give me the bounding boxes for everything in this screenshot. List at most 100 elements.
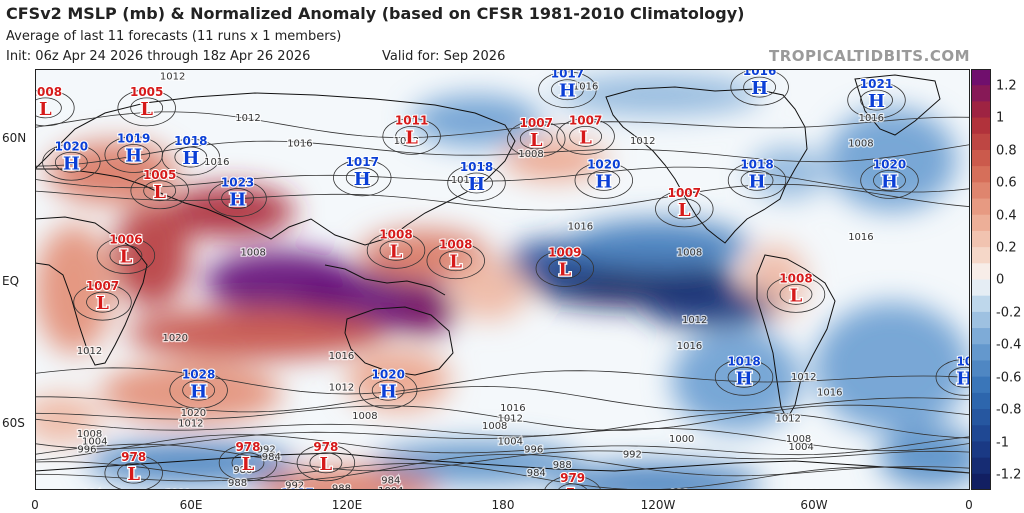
pressure-symbol: H xyxy=(749,171,766,192)
pressure-value: 1008 xyxy=(35,85,62,99)
colorbar-swatch xyxy=(971,311,991,329)
isobar-label: 1012 xyxy=(682,315,707,326)
lon-label-60w: 60W xyxy=(800,498,828,512)
coastline-greenland xyxy=(854,74,941,136)
anomaly-blob xyxy=(645,286,776,329)
pressure-value: 1017 xyxy=(346,155,379,169)
lon-label-120e: 120E xyxy=(331,498,363,512)
coastline-australia xyxy=(344,306,454,376)
isobar-ring xyxy=(779,283,813,305)
isobar-ring xyxy=(208,180,267,217)
isobar-label: 1020 xyxy=(181,408,206,419)
isobar-line xyxy=(35,166,970,193)
pressure-symbol: H xyxy=(956,368,970,389)
anomaly-blob xyxy=(814,302,970,432)
anomaly-blob xyxy=(125,307,386,360)
isobar-ring xyxy=(382,117,441,155)
anomaly-blob xyxy=(47,141,178,204)
pressure-symbol: H xyxy=(868,91,885,112)
anomaly-blob xyxy=(372,442,581,484)
isobar-lines xyxy=(35,69,970,490)
pressure-symbol: H xyxy=(229,190,246,211)
isobar-label: 1012 xyxy=(235,113,260,124)
colorbar-tick: 0.2 xyxy=(996,240,1017,256)
isobar-ring xyxy=(218,444,278,482)
pressure-symbol: L xyxy=(140,99,153,120)
pressure-value: 1008 xyxy=(439,238,472,252)
anomaly-blob xyxy=(827,107,958,212)
isobar-label: 1016 xyxy=(329,351,354,362)
pressure-symbol: L xyxy=(449,252,462,273)
pressure-symbol: H xyxy=(751,78,768,99)
isobar-label: 1016 xyxy=(817,387,842,398)
pressure-symbol: L xyxy=(579,127,592,148)
lon-label-120w: 120W xyxy=(640,498,676,512)
isobar-line xyxy=(35,183,970,211)
colorbar-swatch xyxy=(971,279,991,297)
colorbar-tick: 0.8 xyxy=(996,143,1017,159)
pressure-symbol: L xyxy=(242,454,255,475)
lon-label-0-east: 0 xyxy=(965,498,973,512)
isobar-ring xyxy=(569,125,603,147)
isobar-label: 992 xyxy=(285,481,304,490)
colorbar-swatch xyxy=(971,425,991,443)
pressure-value: 1007 xyxy=(569,113,602,127)
isobar-ring xyxy=(169,371,228,409)
colorbar-tick: 0.4 xyxy=(996,208,1017,224)
isobar-ring xyxy=(426,242,485,280)
anomaly-blob xyxy=(164,185,295,238)
isobar-label: 1016 xyxy=(204,157,229,168)
isobar-ring xyxy=(655,190,714,228)
colorbar-tick: -0.2 xyxy=(996,305,1022,321)
isobar-ring xyxy=(371,379,405,401)
colorbar-swatch xyxy=(971,182,991,200)
pressure-symbol: L xyxy=(320,454,333,475)
pressure-value: 1008 xyxy=(379,227,412,241)
lat-label-60s: 60S xyxy=(2,416,25,430)
isobar-label: 1004 xyxy=(82,437,107,448)
pressure-value: 978 xyxy=(313,440,338,454)
colorbar-swatch xyxy=(971,360,991,378)
anomaly-shading xyxy=(35,74,970,490)
colorbar-tick: 1 xyxy=(996,110,1005,126)
isobar-label: 1004 xyxy=(378,486,403,490)
isobar-ring xyxy=(544,475,602,490)
isobar-ring xyxy=(86,291,119,313)
isobar-ring xyxy=(574,162,633,199)
pressure-symbol: L xyxy=(153,182,166,203)
isobar-ring xyxy=(557,483,588,490)
pressure-centers: 1008L1005L1020H1019H1018H1023H1005L1006L… xyxy=(35,69,970,490)
anomaly-blob xyxy=(567,219,750,272)
isobar-ring xyxy=(231,452,265,474)
isobar-label: 996 xyxy=(524,444,543,455)
isobar-ring xyxy=(161,138,221,176)
isobar-ring xyxy=(743,76,777,98)
pressure-value: 1008 xyxy=(779,271,812,285)
pressure-symbol: H xyxy=(182,148,199,169)
isobar-label: 1016 xyxy=(500,403,525,414)
pressure-value: 1007 xyxy=(520,116,553,130)
isobar-ring xyxy=(42,143,101,181)
pressure-value: 1018 xyxy=(460,160,493,174)
isobar-ring xyxy=(117,89,176,127)
anomaly-blob xyxy=(671,328,802,432)
colorbar-swatch xyxy=(971,101,991,119)
pressure-value: 1021 xyxy=(860,77,893,91)
isobar-ring xyxy=(860,89,893,111)
colorbar-swatch xyxy=(971,457,991,475)
colorbar-tick: -0.8 xyxy=(996,402,1022,418)
isobar-label: 984 xyxy=(527,468,546,479)
pressure-value: 1007 xyxy=(668,186,701,200)
pressure-symbol: H xyxy=(125,145,142,166)
isobar-ring xyxy=(54,151,88,173)
isobar-label: 1012 xyxy=(630,136,655,147)
anomaly-blob xyxy=(99,361,282,424)
